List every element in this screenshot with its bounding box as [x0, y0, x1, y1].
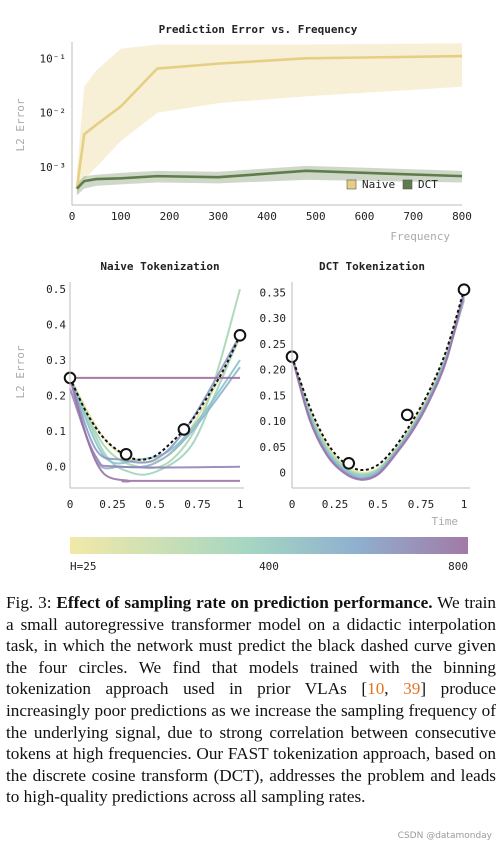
- given-point: [119, 447, 133, 461]
- prediction-line: [69, 334, 241, 476]
- prediction-line: [291, 294, 465, 476]
- x-tick-label: 1: [461, 498, 468, 511]
- prediction-line: [291, 294, 465, 480]
- y-tick-label: 0.2: [46, 390, 66, 403]
- naive-y-axis-label: L2 Error: [14, 345, 27, 398]
- naive-tokenization-chart: Naive Tokenization 0 0.25 0.5 0.75 1 0.00.10…: [14, 260, 247, 511]
- given-point: [177, 423, 191, 436]
- x-tick-labels: 0 100 200 300 400 500 600 700 800: [69, 210, 472, 223]
- y-tick-label: 10⁻²: [40, 107, 67, 120]
- naive-chart-title: Naive Tokenization: [100, 260, 219, 273]
- caption-text-2: ] produce increasingly poor predictions …: [6, 679, 496, 807]
- x-tick-label: 0.25: [322, 498, 349, 511]
- x-tick-label: 0: [289, 498, 296, 511]
- x-tick-label: 800: [452, 210, 472, 223]
- y-tick-label: 0.25: [260, 338, 287, 351]
- prediction-line: [69, 288, 241, 470]
- naive-y-tick-labels: 0.0 0.1 0.2 0.3 0.4 0.5: [46, 283, 66, 474]
- y-tick-label: 0.05: [260, 441, 287, 454]
- colorbar: H=25 400 800: [70, 537, 468, 573]
- y-tick-label: 0.20: [260, 364, 287, 377]
- y-tick-label: 0.35: [260, 286, 287, 299]
- y-tick-label: 0: [279, 467, 286, 480]
- y-tick-label: 0.3: [46, 354, 66, 367]
- y-tick-label: 0.30: [260, 312, 287, 325]
- band-naive: [76, 43, 462, 196]
- x-tick-label: 600: [355, 210, 375, 223]
- y-tick-label: 0.5: [46, 283, 66, 296]
- x-tick-label: 0: [67, 498, 74, 511]
- prediction-line: [69, 334, 241, 464]
- colorbar-gradient: [70, 537, 468, 554]
- naive-target-curve: [69, 334, 241, 461]
- x-tick-label: 0: [69, 210, 76, 223]
- given-point: [457, 283, 471, 297]
- series-lines: [75, 54, 463, 190]
- colorbar-label-mid: 400: [259, 560, 279, 573]
- dct-tokenization-chart: DCT Tokenization 0 0.25 0.5 0.75 1 0 0.05 0.10…: [260, 260, 471, 528]
- x-tick-label: 700: [403, 210, 423, 223]
- given-point: [400, 408, 414, 422]
- prediction-line: [291, 292, 465, 481]
- citation-link-10[interactable]: 10: [367, 679, 385, 699]
- y-tick-label: 10⁻³: [40, 161, 67, 174]
- legend-swatch-naive: [346, 179, 357, 190]
- caption-separator: ,: [384, 679, 404, 699]
- figure-caption: Fig. 3: Effect of sampling rate on predi…: [6, 592, 496, 808]
- given-point: [342, 456, 356, 470]
- watermark: CSDN @datamonday: [397, 831, 492, 841]
- y-tick-label: 0.4: [46, 319, 66, 332]
- colorbar-label-max: 800: [448, 560, 468, 573]
- x-tick-label: 100: [111, 210, 131, 223]
- dct-prediction-lines: [291, 292, 465, 481]
- dct-chart-title: DCT Tokenization: [319, 260, 425, 273]
- prediction-line: [69, 377, 240, 483]
- x-tick-label: 500: [306, 210, 326, 223]
- dct-y-tick-labels: 0 0.05 0.10 0.15 0.20 0.25 0.30 0.35: [260, 286, 287, 479]
- caption-fig-label: Fig. 3:: [6, 593, 57, 612]
- y-tick-label: 0.0: [46, 461, 66, 474]
- prediction-line: [291, 297, 465, 477]
- dct-x-axis-label: Time: [432, 515, 459, 528]
- legend-swatch-dct: [402, 179, 413, 190]
- dct-given-points: [285, 283, 471, 470]
- prediction-line: [291, 299, 465, 479]
- y-tick-label: 0.10: [260, 415, 287, 428]
- y-tick-labels: 10⁻¹ 10⁻² 10⁻³: [40, 52, 67, 174]
- naive-x-tick-labels: 0 0.25 0.5 0.75 1: [67, 498, 244, 511]
- x-tick-label: 1: [237, 498, 244, 511]
- legend-label-dct: DCT: [418, 178, 438, 191]
- caption-heading: Effect of sampling rate on prediction pe…: [56, 593, 433, 612]
- y-tick-label: 0.1: [46, 425, 66, 438]
- y-tick-label: 10⁻¹: [40, 52, 67, 65]
- frequency-chart-title: Prediction Error vs. Frequency: [159, 23, 358, 36]
- x-tick-label: 400: [257, 210, 277, 223]
- figure: Prediction Error vs. Frequency 0 100 200 30…: [14, 23, 472, 573]
- x-tick-label: 0.25: [99, 498, 126, 511]
- x-tick-label: 300: [208, 210, 228, 223]
- colorbar-label-min: H=25: [70, 560, 97, 573]
- caption-text-1: We train a small autoregressive transfor…: [6, 593, 496, 699]
- legend-label-naive: Naive: [362, 178, 395, 191]
- dct-target-curve: [291, 289, 465, 472]
- y-tick-label: 0.15: [260, 389, 287, 402]
- line-naive: [75, 54, 463, 189]
- x-tick-label: 0.5: [145, 498, 165, 511]
- given-point: [233, 328, 247, 342]
- citation-link-39[interactable]: 39: [403, 679, 421, 699]
- x-tick-label: 0.75: [408, 498, 435, 511]
- y-axis-label: L2 Error: [14, 98, 27, 151]
- x-tick-label: 0.5: [368, 498, 388, 511]
- dct-x-tick-labels: 0 0.25 0.5 0.75 1: [289, 498, 468, 511]
- x-axis-label: Frequency: [390, 230, 450, 243]
- frequency-chart: Prediction Error vs. Frequency 0 100 200 30…: [14, 23, 472, 243]
- line-dct: [75, 169, 463, 190]
- x-tick-label: 200: [160, 210, 180, 223]
- naive-prediction-lines: [69, 288, 241, 483]
- legend: Naive DCT: [346, 178, 438, 191]
- x-tick-label: 0.75: [184, 498, 211, 511]
